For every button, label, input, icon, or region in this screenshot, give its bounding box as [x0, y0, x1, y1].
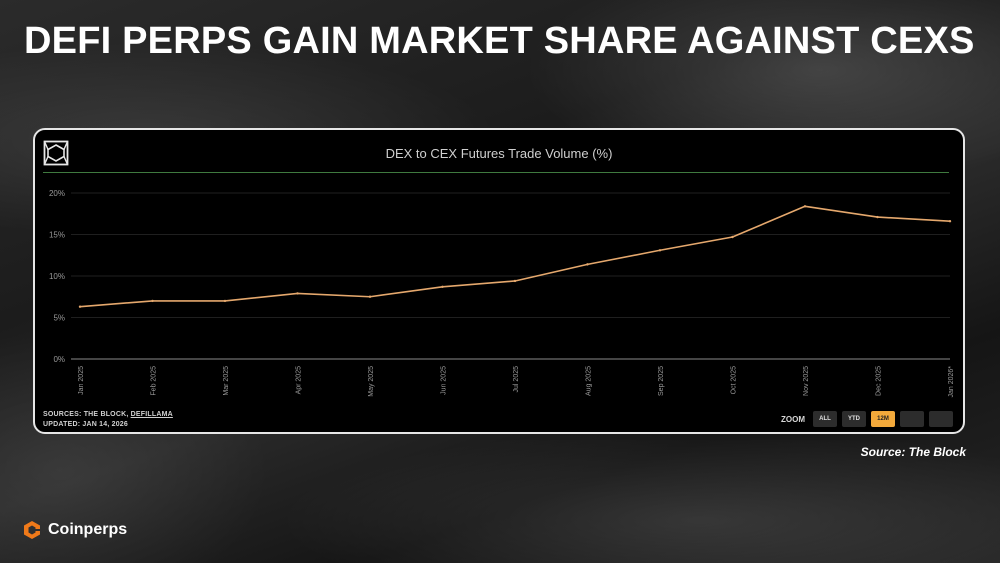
- data-point: [876, 215, 879, 219]
- zoom-all-button[interactable]: ALL: [813, 411, 837, 427]
- x-tick-label: Sep 2025: [658, 366, 665, 396]
- data-point: [948, 220, 952, 223]
- x-tick-label: Jan 2025: [78, 366, 85, 395]
- x-tick-label: Aug 2025: [586, 366, 593, 396]
- data-point: [803, 205, 807, 208]
- zoom-ytd-button[interactable]: YTD: [842, 411, 866, 427]
- chart-card: DEX to CEX Futures Trade Volume (%) 0% 5%…: [33, 128, 965, 434]
- chart-title: DEX to CEX Futures Trade Volume (%): [385, 146, 613, 161]
- x-tick-label: Jan 2026*: [948, 366, 955, 398]
- series-line: [79, 205, 951, 308]
- data-point: [731, 235, 734, 239]
- zoom-extra-button[interactable]: [929, 411, 953, 427]
- data-point: [368, 295, 372, 298]
- brand-name: Coinperps: [48, 521, 128, 538]
- zoom-label: ZOOM: [781, 414, 805, 424]
- zoom-controls: ZOOM ALL YTD 12M: [781, 410, 953, 428]
- x-tick-label: Jun 2025: [441, 366, 448, 395]
- headline: DEFI PERPS GAIN MARKET SHARE AGAINST CEX…: [24, 20, 975, 62]
- y-tick-label: 15%: [49, 231, 65, 240]
- data-point: [441, 285, 444, 288]
- defillama-link[interactable]: DEFILLAMA: [130, 411, 173, 418]
- title-divider: [43, 172, 949, 173]
- y-tick-label: 20%: [49, 189, 65, 198]
- data-point: [78, 305, 82, 308]
- data-point: [223, 299, 227, 303]
- y-tick-label: 5%: [53, 314, 65, 323]
- updated-text: UPDATED: JAN 14, 2026: [43, 421, 128, 428]
- y-tick-label: 10%: [49, 272, 65, 281]
- sources-note: SOURCES: THE BLOCK, DEFILLAMA UPDATED: J…: [43, 410, 173, 430]
- data-point: [586, 263, 589, 266]
- x-tick-label: Jul 2025: [513, 366, 520, 393]
- x-tick-label: Apr 2025: [296, 366, 303, 395]
- x-tick-label: Dec 2025: [876, 366, 883, 396]
- data-point: [658, 249, 662, 252]
- x-tick-label: Feb 2025: [151, 366, 158, 396]
- brand: Coinperps: [22, 520, 127, 540]
- x-tick-label: May 2025: [368, 366, 375, 397]
- x-tick-label: Oct 2025: [731, 366, 738, 395]
- the-block-cube-icon: [43, 140, 69, 166]
- x-tick-label: Nov 2025: [803, 366, 810, 396]
- coinperps-logo-icon: [24, 521, 40, 539]
- data-point: [151, 299, 154, 303]
- line-chart: 0% 5% 10% 15% 20% Jan 2025 Feb 2025 Mar 2025 Apr…: [49, 189, 955, 398]
- zoom-extra-button[interactable]: [900, 411, 924, 427]
- sources-text: SOURCES: THE BLOCK,: [43, 411, 131, 418]
- source-credit: Source: The Block: [860, 445, 966, 459]
- x-tick-label: Mar 2025: [223, 366, 230, 396]
- data-point: [513, 279, 517, 283]
- y-tick-label: 0%: [53, 355, 65, 364]
- zoom-12m-button[interactable]: 12M: [871, 411, 895, 427]
- data-point: [296, 292, 299, 295]
